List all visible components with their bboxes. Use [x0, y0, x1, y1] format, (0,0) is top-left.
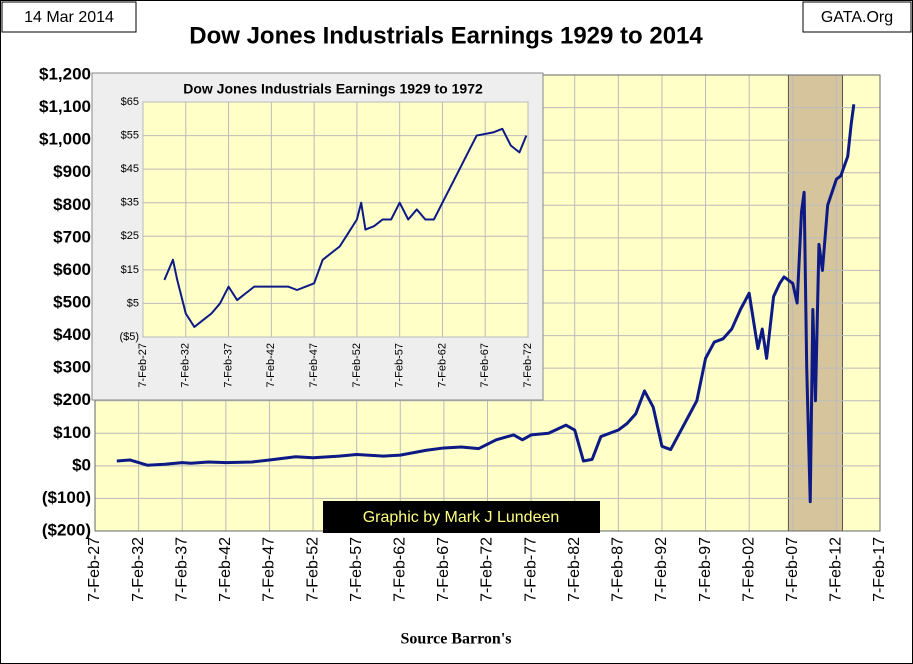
- x-tick-label: 7-Feb-37: [222, 343, 234, 388]
- y-tick-label: $300: [53, 358, 91, 377]
- x-tick-label: 7-Feb-57: [348, 537, 365, 602]
- x-tick-label: 7-Feb-12: [828, 537, 845, 602]
- x-tick-label: 7-Feb-87: [610, 537, 627, 602]
- y-tick-label: $100: [53, 423, 91, 442]
- plot-area: [142, 101, 529, 338]
- x-tick-label: 7-Feb-27: [137, 343, 149, 388]
- y-tick-label: $200: [53, 390, 91, 409]
- y-tick-label: $1,000: [39, 130, 91, 149]
- x-tick-label: 7-Feb-72: [522, 343, 534, 388]
- x-tick-label: 7-Feb-37: [173, 537, 190, 602]
- x-tick-label: 7-Feb-77: [522, 537, 539, 602]
- x-tick-label: 7-Feb-72: [479, 537, 496, 602]
- y-tick-label: $400: [53, 325, 91, 344]
- x-tick-label: 7-Feb-62: [391, 537, 408, 602]
- y-tick-label: $500: [53, 292, 91, 311]
- site-label: GATA.Org: [821, 9, 893, 26]
- y-tick-label: $600: [53, 260, 91, 279]
- y-tick-label: $1,200: [39, 64, 91, 83]
- inset-title: Dow Jones Industrials Earnings 1929 to 1…: [183, 81, 483, 97]
- y-tick-label: $55: [121, 129, 139, 141]
- x-tick-label: 7-Feb-62: [436, 343, 448, 388]
- x-tick-label: 7-Feb-02: [740, 537, 757, 602]
- x-tick-label: 7-Feb-97: [697, 537, 714, 602]
- y-tick-label: $45: [121, 163, 139, 175]
- x-tick-label: 7-Feb-42: [265, 343, 277, 388]
- x-tick-label: 7-Feb-27: [86, 537, 103, 602]
- y-tick-label: $25: [121, 230, 139, 242]
- y-tick-label: $700: [53, 227, 91, 246]
- date-label: 14 Mar 2014: [24, 9, 114, 26]
- y-tick-label: ($5): [119, 331, 139, 343]
- credit-box: [323, 501, 600, 533]
- x-tick-label: 7-Feb-52: [304, 537, 321, 602]
- line-series: [116, 104, 856, 504]
- x-tick-label: 7-Feb-42: [217, 537, 234, 602]
- y-tick-label: $35: [121, 197, 139, 209]
- y-tick-label: $15: [121, 264, 139, 276]
- y-tick-label: $1,100: [39, 97, 91, 116]
- x-tick-label: 7-Feb-52: [351, 343, 363, 388]
- x-tick-label: 7-Feb-92: [653, 537, 670, 602]
- x-tick-label: 7-Feb-32: [180, 343, 192, 388]
- x-tick-label: 7-Feb-07: [784, 537, 801, 602]
- x-tick-label: 7-Feb-82: [566, 537, 583, 602]
- x-tick-label: 7-Feb-47: [261, 537, 278, 602]
- x-tick-label: 7-Feb-57: [394, 343, 406, 388]
- source-label: Source Barron's: [401, 631, 512, 648]
- credit-label: Graphic by Mark J Lundeen: [363, 509, 560, 526]
- x-tick-label: 7-Feb-47: [308, 343, 320, 388]
- x-tick-label: 7-Feb-32: [130, 537, 147, 602]
- y-tick-label: $0: [72, 455, 91, 474]
- line-series: [163, 127, 528, 328]
- y-tick-label: $900: [53, 162, 91, 181]
- date-box: [1, 1, 137, 33]
- site-box: [802, 1, 912, 33]
- y-tick-label: ($100): [42, 488, 91, 507]
- y-tick-label: ($200): [42, 520, 91, 539]
- x-tick-label: 7-Feb-67: [479, 343, 491, 388]
- y-tick-label: $65: [121, 96, 139, 108]
- y-tick-label: $800: [53, 195, 91, 214]
- x-tick-label: 7-Feb-17: [871, 537, 888, 602]
- x-tick-label: 7-Feb-67: [435, 537, 452, 602]
- y-tick-label: $5: [127, 297, 139, 309]
- chart-title: Dow Jones Industrials Earnings 1929 to 2…: [189, 22, 703, 49]
